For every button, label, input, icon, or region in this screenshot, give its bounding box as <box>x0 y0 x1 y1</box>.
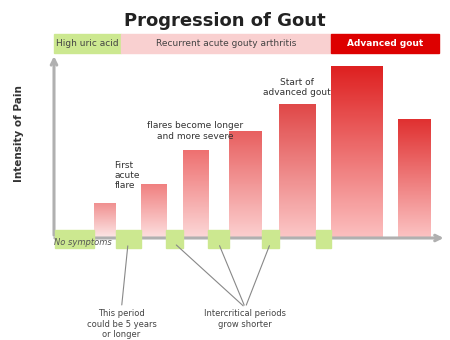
Bar <box>116 231 140 248</box>
Text: Intensity of Pain: Intensity of Pain <box>14 85 24 182</box>
Bar <box>208 231 229 248</box>
Text: This period
could be 5 years
or longer: This period could be 5 years or longer <box>86 309 157 339</box>
Text: HSS: HSS <box>16 310 56 328</box>
Text: Recurrent acute gouty arthritis: Recurrent acute gouty arthritis <box>156 39 297 48</box>
Text: flares become longer
and more severe: flares become longer and more severe <box>147 121 243 141</box>
Text: Progression of Gout: Progression of Gout <box>124 12 326 30</box>
Text: First
acute
flare: First acute flare <box>115 160 140 190</box>
Text: High uric acid: High uric acid <box>56 39 119 48</box>
Text: Intercritical periods
grow shorter: Intercritical periods grow shorter <box>204 309 286 329</box>
Text: Start of
advanced gout: Start of advanced gout <box>264 78 331 97</box>
Bar <box>166 231 183 248</box>
Bar <box>315 231 331 248</box>
Text: Advanced gout: Advanced gout <box>347 39 423 48</box>
Bar <box>262 231 279 248</box>
Bar <box>55 231 94 248</box>
Text: No symptoms: No symptoms <box>54 238 112 247</box>
